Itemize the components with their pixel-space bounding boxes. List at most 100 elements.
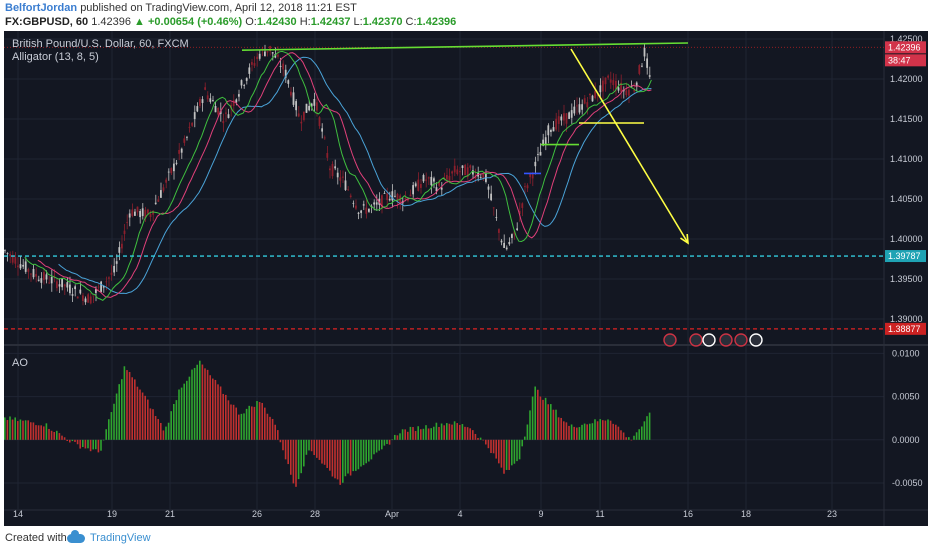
ao-bar [261, 402, 263, 440]
candle-body [524, 186, 526, 188]
candle-body [500, 240, 503, 243]
ao-bar [440, 423, 443, 440]
candle-body [459, 171, 461, 173]
ao-bar [438, 426, 440, 440]
ao-bar [555, 409, 557, 440]
candle-body [578, 104, 581, 113]
ao-bar [92, 439, 94, 450]
chart-canvas[interactable]: 1.42500 1.42000 1.41500 1.41000 1.40500 1.400… [4, 31, 928, 526]
economic-event-icon [749, 333, 763, 347]
candle-body [193, 112, 196, 120]
ao-bar [383, 439, 386, 446]
ao-bar [24, 420, 27, 440]
candle-body [243, 85, 245, 86]
candle-body [201, 99, 204, 103]
ao-bar [638, 429, 640, 440]
tradingview-brand[interactable]: TradingView [90, 532, 151, 544]
price-change: ▲ +0.00654 (+0.46%) [134, 16, 243, 28]
candle-body [27, 269, 30, 272]
time-tick-label: 23 [827, 509, 837, 519]
ao-bar [115, 393, 118, 440]
candle-body [323, 137, 326, 139]
ao-bar [305, 439, 308, 455]
ao-bar [118, 384, 120, 440]
candle-body [97, 286, 100, 288]
ao-bar [643, 421, 646, 440]
ao-bar [516, 439, 518, 462]
ao-bar [586, 424, 588, 440]
candle-body [638, 65, 641, 74]
ao-bar [622, 432, 625, 440]
candle-body [74, 286, 76, 290]
candle-body [518, 210, 521, 214]
candle-body [461, 165, 464, 169]
candle-body [219, 110, 222, 114]
candle-body [287, 80, 290, 84]
economic-event-icon [689, 333, 703, 347]
ao-bar [303, 439, 305, 467]
countdown-label-bg [885, 54, 926, 67]
economic-event-icon [734, 333, 748, 347]
ao-bar [40, 425, 42, 440]
ao-bar [355, 439, 357, 471]
ao-bar [563, 421, 565, 440]
candle-body [295, 101, 297, 111]
high-value: 1.42437 [310, 16, 351, 28]
candle-body [4, 250, 6, 252]
ao-bar [420, 429, 422, 440]
ao-bar [505, 439, 508, 470]
ao-bar [14, 417, 16, 440]
ao-bar [581, 424, 583, 440]
candle-body [160, 190, 162, 198]
ao-bar [292, 439, 295, 484]
candle-body [183, 138, 186, 143]
candle-body [9, 254, 11, 257]
candle-body [479, 177, 482, 178]
chart-header: BelfortJordan published on TradingView.c… [0, 0, 932, 30]
candle-body [511, 234, 513, 238]
ao-bar [162, 430, 165, 440]
candle-body [292, 92, 295, 105]
candle-body [495, 217, 498, 218]
candle-body [456, 169, 459, 175]
ao-bar [227, 400, 230, 440]
candle-body [66, 282, 69, 288]
alligator-legend[interactable]: Alligator (13, 8, 5) [12, 51, 99, 63]
ao-bar [365, 439, 367, 464]
candle-body [464, 164, 466, 176]
candle-body [113, 265, 115, 273]
price-tick-label: 1.40000 [890, 234, 923, 244]
candle-body [264, 51, 266, 57]
ao-bar [469, 428, 471, 440]
ao-bar [490, 439, 492, 454]
economic-event-icon [719, 333, 733, 347]
candle-body [352, 202, 355, 204]
ao-bar [128, 372, 131, 440]
candle-body [355, 205, 357, 209]
candle-body [625, 90, 628, 96]
ao-bar [513, 439, 516, 464]
ao-bar [521, 439, 523, 447]
ao-bar [37, 425, 40, 440]
candle-body [635, 82, 638, 87]
ao-bar [53, 432, 55, 440]
candle-body [258, 53, 261, 59]
close-value: 1.42396 [416, 16, 457, 28]
ao-bar [609, 420, 612, 440]
chart-area[interactable]: 1.42500 1.42000 1.41500 1.41000 1.40500 1.400… [4, 31, 928, 526]
cyan-level-label-bg [885, 250, 926, 263]
candle-body [240, 80, 243, 86]
resistance-trendline [241, 42, 689, 51]
author-link[interactable]: BelfortJordan [5, 2, 78, 14]
ao-bar [84, 439, 87, 449]
candle-body [381, 195, 383, 208]
price-tick-label: 1.42500 [890, 34, 923, 44]
ao-bar [235, 407, 237, 440]
ao-bar [219, 386, 222, 440]
candle-body [446, 174, 448, 180]
tradingview-logo-icon [67, 530, 85, 543]
ao-legend[interactable]: AO [12, 357, 28, 369]
candle-body [417, 179, 420, 191]
candle-body [175, 162, 178, 164]
candle-body [396, 194, 399, 202]
